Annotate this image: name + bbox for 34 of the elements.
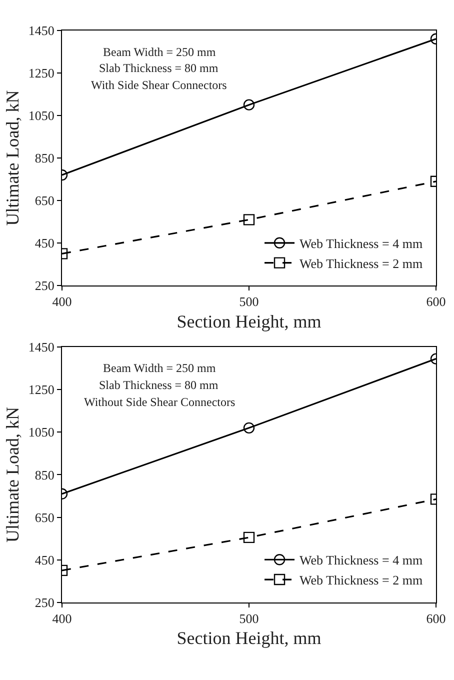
annotation: With Side Shear Connectors bbox=[91, 78, 228, 92]
annotation: Slab Thickness = 80 mm bbox=[99, 378, 219, 392]
y-tick-label: 850 bbox=[34, 150, 54, 166]
y-tick-label: 450 bbox=[34, 552, 54, 568]
y-tick-label: 850 bbox=[34, 467, 54, 482]
y-tick-label: 1450 bbox=[28, 340, 54, 355]
y-tick-label: 1250 bbox=[28, 65, 54, 80]
y-tick-label: 650 bbox=[34, 193, 54, 208]
y-axis-title: Ultimate Load, kN bbox=[2, 90, 23, 226]
legend-label: Web Thickness = 4 mm bbox=[300, 552, 423, 568]
x-tick-label: 600 bbox=[426, 294, 446, 310]
legend-label: Web Thickness = 4 mm bbox=[300, 236, 423, 251]
x-tick-label: 500 bbox=[239, 294, 259, 310]
x-tick-label: 500 bbox=[239, 610, 259, 626]
annotation: Slab Thickness = 80 mm bbox=[99, 61, 219, 75]
x-tick-label: 400 bbox=[52, 610, 72, 626]
y-tick-label: 650 bbox=[34, 510, 54, 525]
y-tick-label: 1250 bbox=[28, 382, 54, 398]
x-axis-title: Section Height, mm bbox=[176, 311, 322, 332]
x-tick-label: 400 bbox=[52, 294, 72, 310]
annotation: Beam Width = 250 mm bbox=[103, 45, 216, 59]
y-tick-label: 450 bbox=[34, 236, 54, 251]
legend-label: Web Thickness = 2 mm bbox=[300, 256, 423, 271]
y-tick-label: 1050 bbox=[28, 424, 54, 440]
annotation: Beam Width = 250 mm bbox=[103, 361, 216, 375]
y-tick-label: 250 bbox=[34, 594, 54, 610]
annotation: Without Side Shear Connectors bbox=[84, 395, 236, 409]
x-tick-label: 600 bbox=[426, 610, 446, 626]
y-tick-label: 1050 bbox=[28, 108, 54, 123]
legend-label: Web Thickness = 2 mm bbox=[300, 572, 423, 588]
y-tick-label: 1450 bbox=[28, 22, 54, 38]
y-tick-label: 250 bbox=[34, 278, 54, 294]
y-axis-title: Ultimate Load, kN bbox=[2, 406, 23, 542]
x-axis-title: Section Height, mm bbox=[176, 628, 322, 648]
